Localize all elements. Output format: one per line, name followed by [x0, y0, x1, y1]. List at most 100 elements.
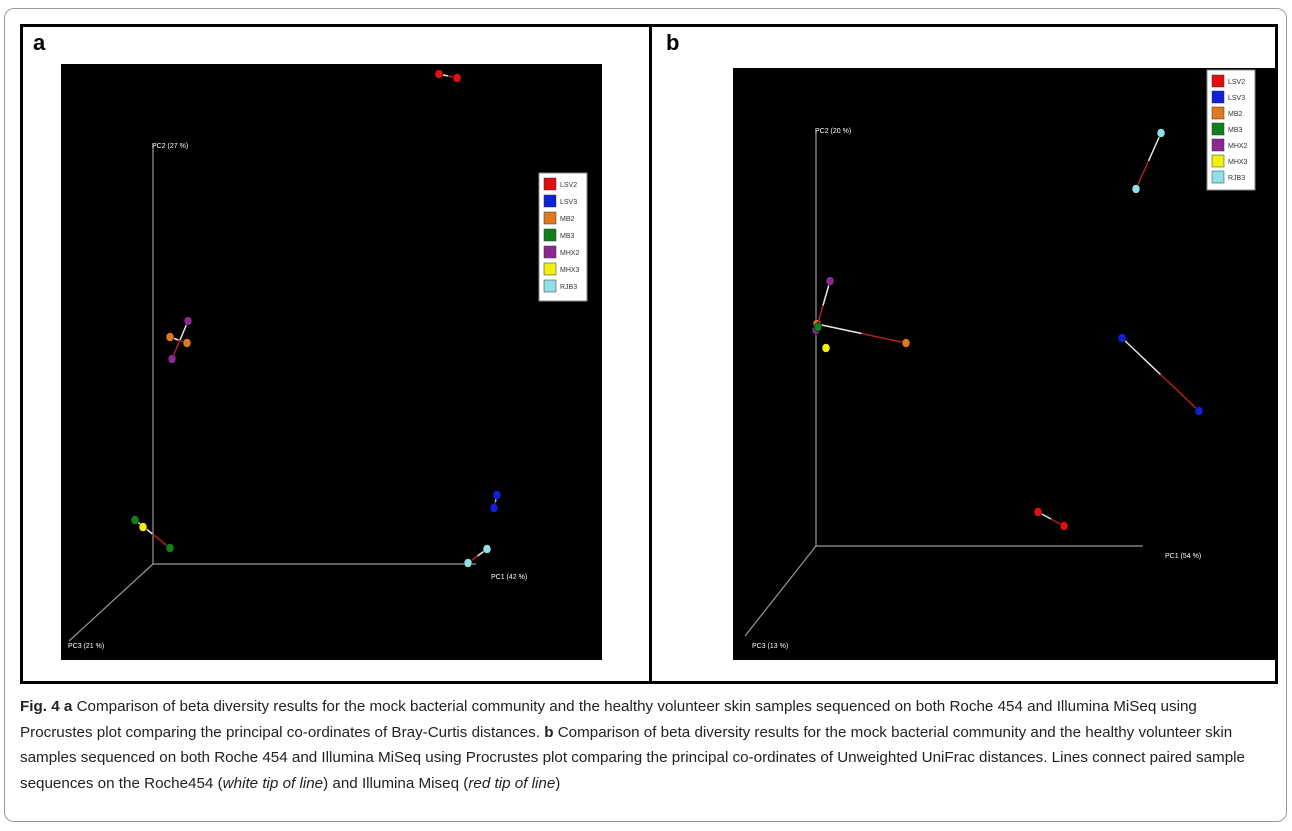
legend-swatch-mhx2 — [543, 245, 557, 259]
point-miseq — [165, 543, 175, 553]
panel-a-legend: LSV2 LSV3 MB2 MB3 MHX2 MHX3 RJB3 — [538, 172, 588, 302]
figure-frame — [4, 8, 1287, 822]
caption-a-label: a — [63, 698, 73, 715]
point-roche454 — [130, 515, 140, 525]
point-miseq — [1194, 406, 1204, 416]
point-roche454 — [165, 332, 175, 342]
point-miseq — [1059, 521, 1069, 531]
connector-red-tip — [861, 332, 907, 344]
legend-swatch-mb2 — [543, 211, 557, 225]
pc3-axis-line — [68, 563, 154, 642]
caption-b-text: Comparison of beta diversity results for… — [20, 723, 1245, 792]
point-miseq — [182, 338, 192, 348]
connector-white-tip — [1121, 337, 1162, 376]
legend-swatch-rjb3 — [543, 279, 557, 293]
panel-b-axes: PC2 (20 %) PC1 (54 %) PC3 (13 %) — [744, 128, 1201, 650]
legend-label-rjb3: RJB3 — [1228, 175, 1245, 182]
caption-b-label: b — [544, 723, 554, 741]
caption-end-text: ) — [555, 774, 561, 792]
legend-swatch-lsv2 — [1211, 74, 1225, 88]
sample-pair-lsv3 — [1117, 333, 1204, 416]
panel-divider — [649, 24, 652, 684]
sample-pair-mhx3 — [138, 522, 148, 532]
legend-swatch-lsv3 — [1211, 90, 1225, 104]
point-miseq — [167, 354, 177, 364]
panel-b-points — [811, 128, 1204, 531]
pc3-axis-label: PC3 (13 %) — [752, 643, 788, 650]
legend-swatch-mb2 — [1211, 106, 1225, 120]
panel-a-letter: a — [33, 30, 46, 55]
point-miseq — [901, 338, 911, 348]
panel-b-legend: LSV2 LSV3 MB2 MB3 MHX2 MHX3 RJB3 — [1206, 69, 1256, 191]
pc3-axis-line — [744, 545, 817, 637]
panel-a-points — [130, 69, 502, 568]
pc1-axis-label: PC1 (42 %) — [491, 574, 527, 581]
point-roche454 — [482, 544, 492, 554]
point-miseq — [813, 322, 823, 332]
sample-pair-lsv2 — [1033, 507, 1069, 531]
sample-pair-rjb3 — [1131, 128, 1166, 194]
legend-swatch-mhx3 — [543, 262, 557, 276]
point-roche454 — [1033, 507, 1043, 517]
point-miseq — [138, 522, 148, 532]
connector-red-tip — [1159, 373, 1200, 412]
legend-label-mb3: MB3 — [1228, 127, 1243, 134]
legend-label-lsv3: LSV3 — [1228, 95, 1245, 102]
sample-pair-lsv2 — [434, 69, 462, 83]
panel-a-plot: PC2 (27 %) PC1 (42 %) PC3 (21 %) LSV2 LSV3 M… — [61, 64, 602, 660]
legend-label-lsv2: LSV2 — [560, 182, 577, 189]
sample-pair-lsv3 — [489, 490, 502, 513]
point-miseq — [821, 343, 831, 353]
legend-label-mb3: MB3 — [560, 233, 575, 240]
point-miseq — [1131, 184, 1141, 194]
caption-red-tip: red tip of line — [468, 774, 556, 792]
point-miseq — [452, 73, 462, 83]
connector-red-tip — [1135, 160, 1150, 190]
pc3-axis-label: PC3 (21 %) — [68, 643, 104, 650]
legend-swatch-mb3 — [1211, 122, 1225, 136]
caption-fig-label: Fig. 4 — [20, 698, 60, 715]
sample-pair-mhx2 — [167, 316, 193, 364]
legend-label-mb2: MB2 — [1228, 111, 1243, 118]
legend-swatch-lsv2 — [543, 177, 557, 191]
sample-pair-mb2 — [165, 332, 192, 348]
legend-swatch-mb3 — [543, 228, 557, 242]
sample-pair-mhx3 — [821, 343, 831, 353]
point-roche454 — [825, 276, 835, 286]
legend-swatch-lsv3 — [543, 194, 557, 208]
connector-white-tip — [816, 323, 862, 335]
point-roche454 — [1117, 333, 1127, 343]
point-roche454 — [434, 69, 444, 79]
legend-swatch-mhx3 — [1211, 154, 1225, 168]
point-miseq — [489, 503, 499, 513]
legend-label-mhx2: MHX2 — [560, 250, 580, 257]
legend-label-mhx3: MHX3 — [1228, 159, 1248, 166]
legend-label-mhx3: MHX3 — [560, 267, 580, 274]
legend-label-rjb3: RJB3 — [560, 284, 577, 291]
point-miseq — [463, 558, 473, 568]
panel-b-letter: b — [666, 30, 680, 55]
panel-b-svg: PC2 (20 %) PC1 (54 %) PC3 (13 %) LSV2 LSV3 M… — [744, 69, 1256, 650]
panel-a-axes: PC2 (27 %) PC1 (42 %) PC3 (21 %) — [68, 143, 527, 650]
pc2-axis-label: PC2 (20 %) — [815, 128, 851, 135]
caption-a-text: Comparison of beta diversity results for… — [20, 698, 1197, 741]
legend-label-mhx2: MHX2 — [1228, 143, 1248, 150]
pc1-axis-label: PC1 (54 %) — [1165, 553, 1201, 560]
point-roche454 — [183, 316, 193, 326]
point-roche454 — [1156, 128, 1166, 138]
legend-label-lsv3: LSV3 — [560, 199, 577, 206]
pc2-axis-label: PC2 (27 %) — [152, 143, 188, 150]
caption-mid-text: ) and Illumina Miseq ( — [323, 774, 469, 792]
sample-pair-rjb3 — [463, 544, 492, 568]
sample-pair-mb2 — [812, 319, 911, 348]
connector-white-tip — [1147, 132, 1162, 162]
panel-a-svg: PC2 (27 %) PC1 (42 %) PC3 (21 %) LSV2 LSV3 M… — [68, 69, 588, 650]
legend-swatch-mhx2 — [1211, 138, 1225, 152]
figure-caption: Fig. 4 a Comparison of beta diversity re… — [20, 694, 1270, 796]
legend-swatch-rjb3 — [1211, 170, 1225, 184]
sample-pair-mb3 — [813, 322, 823, 332]
point-roche454 — [492, 490, 502, 500]
caption-white-tip: white tip of line — [222, 774, 324, 792]
panel-b-plot: PC2 (20 %) PC1 (54 %) PC3 (13 %) LSV2 LSV3 M… — [733, 68, 1277, 660]
legend-label-mb2: MB2 — [560, 216, 575, 223]
